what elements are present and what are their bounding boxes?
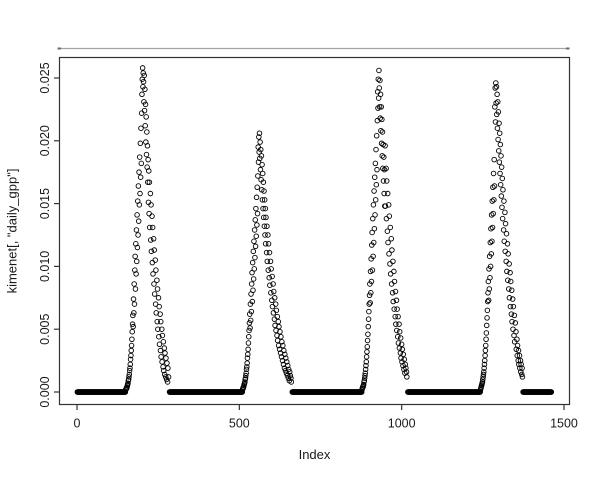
x-tick-label: 1500	[550, 417, 578, 431]
x-axis-tick-labels: 0 500 1000 1500	[74, 417, 578, 431]
y-tick-label: 0.000	[38, 376, 52, 407]
x-tick-label: 0	[74, 417, 81, 431]
x-tick-label: 500	[229, 417, 250, 431]
y-tick-label: 0.010	[38, 251, 52, 282]
x-axis-title: Index	[299, 447, 331, 462]
y-axis-title: kimenet[, "daily_gpp"]	[5, 169, 20, 294]
y-axis-ticks	[54, 77, 60, 393]
y-tick-label: 0.015	[38, 188, 52, 219]
y-tick-label: 0.025	[38, 62, 52, 93]
scatter-points	[74, 65, 555, 395]
y-tick-label: 0.020	[38, 125, 52, 156]
y-axis-tick-labels: 0.000 0.005 0.010 0.015 0.020 0.025	[38, 62, 52, 407]
y-tick-label: 0.005	[38, 314, 52, 345]
x-axis-ticks	[76, 404, 565, 410]
plot-box	[58, 56, 571, 406]
x-tick-label: 1000	[388, 417, 416, 431]
